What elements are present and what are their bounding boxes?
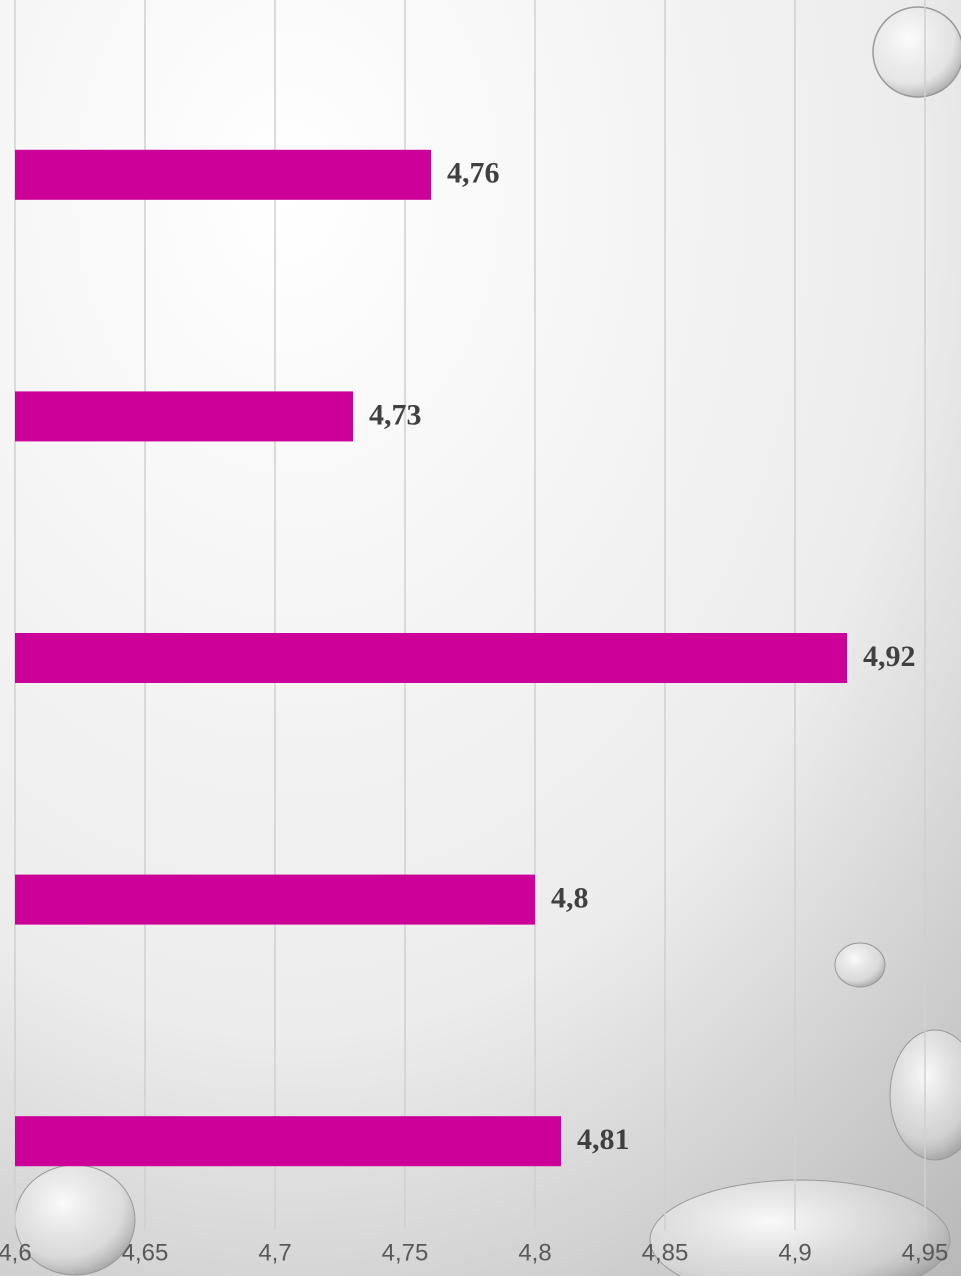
x-tick-label: 4,95	[902, 1239, 949, 1266]
x-tick-label: 4,6	[0, 1239, 32, 1266]
bar	[15, 391, 353, 442]
bar	[15, 149, 431, 200]
x-tick-label: 4,9	[778, 1239, 811, 1266]
x-tick-label: 4,65	[122, 1239, 169, 1266]
water-drop	[649, 1179, 951, 1276]
bar	[15, 1116, 561, 1167]
bar	[15, 633, 847, 683]
bar	[15, 874, 535, 925]
x-tick-label: 4,85	[642, 1239, 689, 1266]
value-label: 4,73	[369, 398, 422, 431]
water-drop	[872, 6, 961, 98]
value-label: 4,92	[863, 640, 916, 673]
value-label: 4,76	[447, 157, 500, 190]
x-tick-label: 4,8	[518, 1239, 551, 1266]
water-drop	[14, 1164, 136, 1276]
water-drop	[834, 942, 886, 988]
x-tick-label: 4,7	[258, 1239, 291, 1266]
value-label: 4,8	[551, 881, 589, 914]
value-label: 4,81	[577, 1123, 630, 1156]
x-tick-label: 4,75	[382, 1239, 429, 1266]
